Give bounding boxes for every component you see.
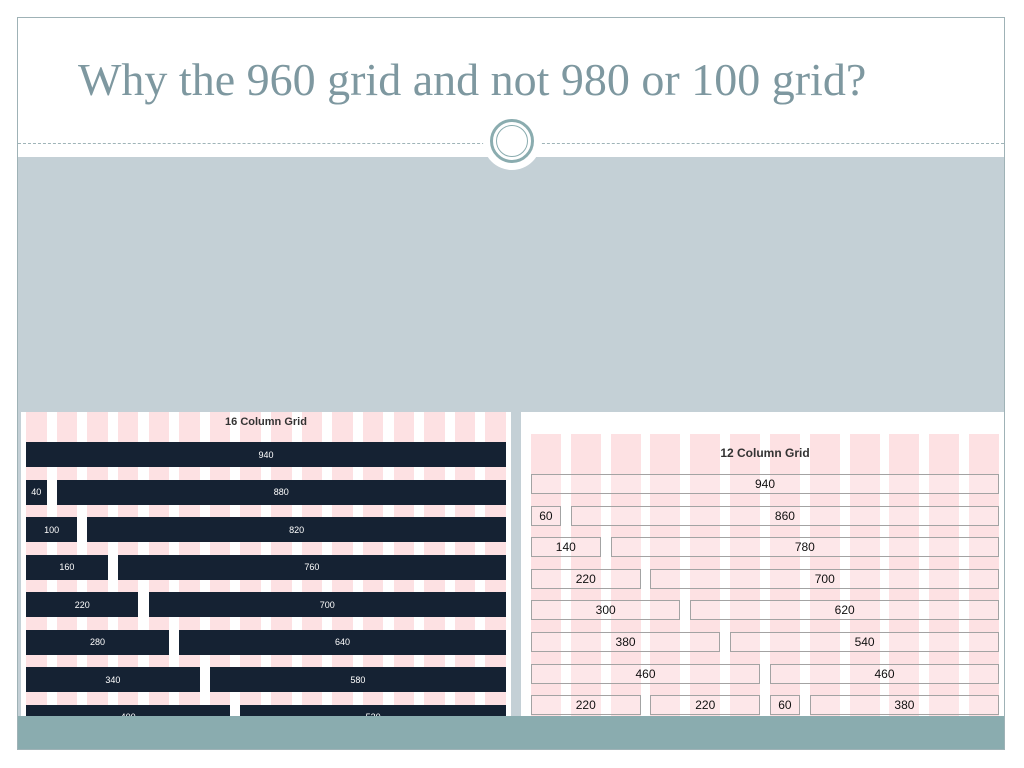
column-stripe [570, 434, 601, 749]
grid-bar: 700 [148, 592, 506, 617]
grid-box: 780 [610, 537, 1000, 558]
grid-box: 700 [650, 568, 999, 589]
grid-bar: 40 [26, 479, 47, 505]
grid-box: 460 [769, 663, 999, 684]
sixteen-column-grid-figure: 16 Column Grid 940 40 880 100 820 160 760 220 700… [21, 412, 511, 749]
grid-box: 140 [530, 537, 601, 558]
twelve-column-grid-figure: 12 Column Grid 940 60 860 140 780 220 700 300 620… [521, 412, 1004, 749]
column-stripe [969, 434, 1000, 749]
grid-box: 220 [650, 695, 760, 716]
column-stripe [929, 434, 960, 749]
grid-bar: 580 [209, 667, 506, 692]
slide: Why the 960 grid and not 980 or 100 grid… [17, 17, 1005, 750]
grid-box: 460 [530, 663, 760, 684]
grid-box: 380 [809, 695, 1000, 716]
grid-box: 220 [530, 695, 641, 716]
grid-box: 220 [530, 568, 641, 589]
grid-bar: 220 [26, 592, 139, 617]
circle-ornament-icon [483, 112, 541, 170]
content-band: 16 Column Grid 940 40 880 100 820 160 760 220 700… [18, 157, 1004, 749]
grid-box: 300 [530, 600, 681, 621]
grid-box: 940 [530, 474, 999, 494]
grid-bar: 280 [26, 629, 169, 655]
grid-bar: 340 [26, 667, 200, 692]
grid-caption: 12 Column Grid [720, 446, 810, 460]
column-stripe [650, 434, 681, 749]
grid-box: 60 [769, 695, 800, 716]
grid-bar: 760 [117, 554, 506, 580]
column-stripe [730, 434, 761, 749]
grid-bar: 100 [26, 517, 78, 542]
twelve-column-area: 12 Column Grid 940 60 860 140 780 220 700 300 620… [526, 434, 1004, 749]
grid-box: 540 [730, 632, 1000, 652]
grid-bar: 640 [179, 629, 506, 655]
grid-bar: 940 [26, 442, 506, 467]
column-stripe [610, 434, 641, 749]
grid-bar: 160 [26, 554, 108, 580]
grid-box: 380 [530, 632, 721, 652]
grid-bar: 880 [56, 479, 506, 505]
slide-title: Why the 960 grid and not 980 or 100 grid… [78, 54, 867, 105]
grid-box: 620 [690, 600, 1000, 621]
grid-bar: 820 [87, 517, 506, 542]
column-stripe [809, 434, 840, 749]
column-stripe [769, 434, 800, 749]
column-stripe [889, 434, 920, 749]
grid-caption: 16 Column Grid [225, 416, 307, 428]
column-stripe [690, 434, 721, 749]
grid-box: 60 [530, 505, 561, 526]
grid-box: 860 [570, 505, 1000, 526]
column-stripe [530, 434, 561, 749]
footer-band [18, 716, 1004, 749]
column-stripe [849, 434, 880, 749]
